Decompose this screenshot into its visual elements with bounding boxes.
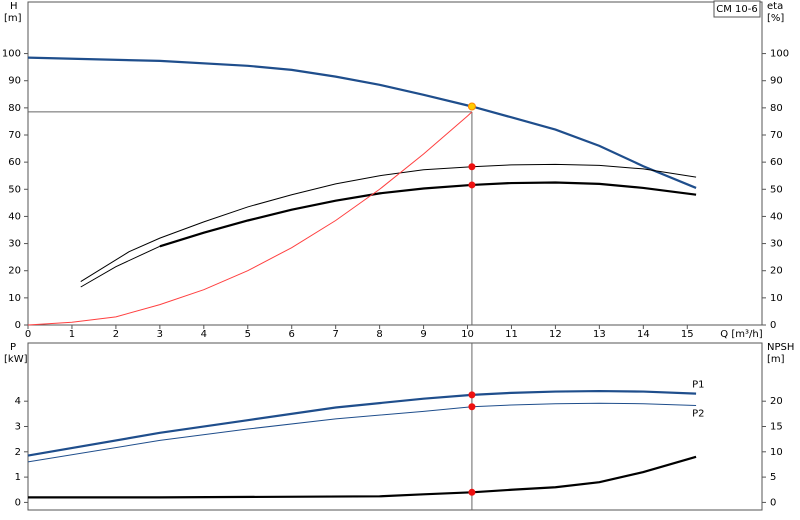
series-line [80,163,697,282]
x-tick-label: 6 [289,329,295,340]
series-label: P2 [692,408,704,419]
y-tick-label: 0 [15,320,21,331]
y-tick-label: 10 [8,293,21,304]
y-tick-label: 60 [8,157,21,168]
y2-tick-label: 70 [770,130,783,141]
y2-tick-label: 15 [770,422,783,433]
y-tick-label: 40 [8,211,21,222]
y2-tick-label: 80 [770,103,783,114]
y-tick-label: 50 [8,184,21,195]
x-tick-label: 10 [461,329,474,340]
plot-frame [27,1,763,326]
series-label: P1 [692,380,704,391]
series-line [27,402,697,463]
plot-frame [27,342,763,511]
y-tick-label: 20 [8,266,21,277]
series-line [27,56,697,189]
operating-point [468,488,476,496]
operating-point [468,163,476,171]
y2-tick-label: 90 [770,76,783,87]
x-tick-label: 13 [593,329,606,340]
operating-point [468,403,476,411]
x-tick-label: 0 [25,329,31,340]
x-tick-label: 2 [113,329,119,340]
y2-tick-label: 20 [770,396,783,407]
y-tick-label: 1 [15,472,21,483]
y2-tick-label: 10 [770,293,783,304]
y-tick-label: 70 [8,130,21,141]
y-axis-label: P [10,342,16,353]
y-axis-unit: [m] [4,13,22,24]
y2-axis-label: eta [767,1,783,12]
x-tick-label: 4 [201,329,207,340]
chart-title: CM 10-6 [716,4,757,15]
x-tick-label: 1 [69,329,75,340]
y2-tick-label: 0 [770,497,776,508]
y-tick-label: 80 [8,103,21,114]
y2-tick-label: 100 [770,49,789,60]
y2-tick-label: 60 [770,157,783,168]
x-tick-label: 5 [245,329,251,340]
y-axis-label: H [10,1,18,12]
y-tick-label: 100 [2,49,21,60]
y-tick-label: 4 [15,396,21,407]
y2-tick-label: 20 [770,266,783,277]
operating-point [468,181,476,189]
y-tick-label: 0 [15,497,21,508]
y2-tick-label: 0 [770,320,776,331]
series-line [27,111,473,326]
x-tick-label: 3 [157,329,163,340]
y2-tick-label: 5 [770,472,776,483]
x-tick-label: 14 [637,329,650,340]
y2-tick-label: 30 [770,239,783,250]
y2-axis-unit: [%] [767,13,784,24]
y-axis-unit: [kW] [4,354,28,365]
y2-tick-label: 40 [770,211,783,222]
series-line [28,455,697,499]
y2-axis-unit: [m] [767,354,785,365]
title-box [713,0,761,18]
x-tick-label: 7 [332,329,338,340]
operating-point [468,391,476,399]
y-tick-label: 30 [8,239,21,250]
x-axis-label: Q [m³/h] [720,329,762,340]
x-tick-label: 9 [420,329,426,340]
x-tick-label: 8 [376,329,382,340]
operating-point [467,102,476,111]
x-tick-label: 12 [549,329,562,340]
x-tick-label: 11 [505,329,518,340]
y2-tick-label: 50 [770,184,783,195]
y-tick-label: 3 [15,422,21,433]
y2-tick-label: 10 [770,447,783,458]
y-tick-label: 2 [15,447,21,458]
y-tick-label: 90 [8,76,21,87]
series-line [159,181,697,248]
x-tick-label: 15 [681,329,694,340]
series-line [80,245,161,288]
y2-axis-label: NPSH [767,342,794,353]
